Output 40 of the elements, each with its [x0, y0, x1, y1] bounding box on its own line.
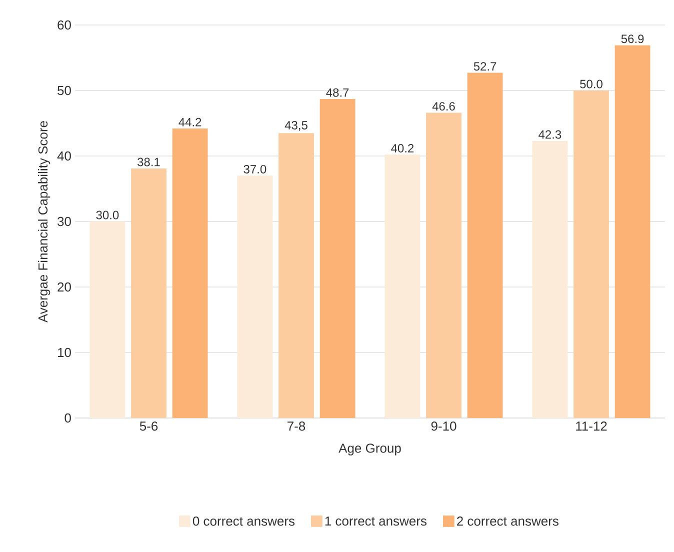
x-tick-label: 7-8: [288, 422, 306, 431]
y-tick-label: 10: [58, 348, 71, 358]
y-tick-label: 0: [64, 413, 71, 423]
legend-label: 2 correct answers: [457, 516, 558, 526]
y-tick-label: 40: [57, 151, 71, 161]
data-label: 42.3: [538, 130, 562, 139]
bar: [90, 222, 126, 418]
data-label: 38.1: [138, 158, 160, 166]
data-label: 44.2: [178, 118, 202, 126]
x-axis-title: Age Group: [338, 444, 401, 456]
bar: [614, 45, 650, 418]
legend-label: 1 correct answers: [325, 516, 427, 526]
data-label: 52.7: [474, 62, 496, 71]
bar: [278, 133, 314, 418]
data-label: 30.0: [96, 210, 119, 220]
bar: [237, 176, 273, 418]
y-tick-label: 60: [58, 20, 71, 30]
y-axis-title: Avergae Financial Capability Score: [38, 121, 50, 323]
data-label: 50.0: [580, 80, 602, 88]
data-label: 40.2: [391, 144, 414, 152]
bar: [131, 168, 166, 418]
bar: [172, 128, 208, 418]
legend-label: 0 correct answers: [192, 516, 295, 526]
bar: [574, 90, 609, 418]
bar: [320, 99, 356, 418]
x-tick-label: 5-6: [140, 422, 158, 431]
bar: [426, 112, 462, 418]
y-tick-label: 50: [58, 86, 71, 96]
data-label: 37.0: [244, 164, 266, 174]
data-label: 43,5: [284, 120, 308, 131]
x-tick-label: 11-12: [576, 422, 607, 431]
x-tick-label: 9-10: [431, 422, 456, 431]
data-label: 56.9: [621, 34, 644, 44]
bar: [532, 140, 568, 418]
bar: [467, 72, 503, 418]
data-label: 48.7: [326, 88, 349, 97]
bar: [384, 154, 420, 418]
data-label: 46.6: [432, 102, 455, 111]
y-tick-label: 30: [58, 216, 71, 226]
y-tick-label: 20: [58, 282, 71, 292]
